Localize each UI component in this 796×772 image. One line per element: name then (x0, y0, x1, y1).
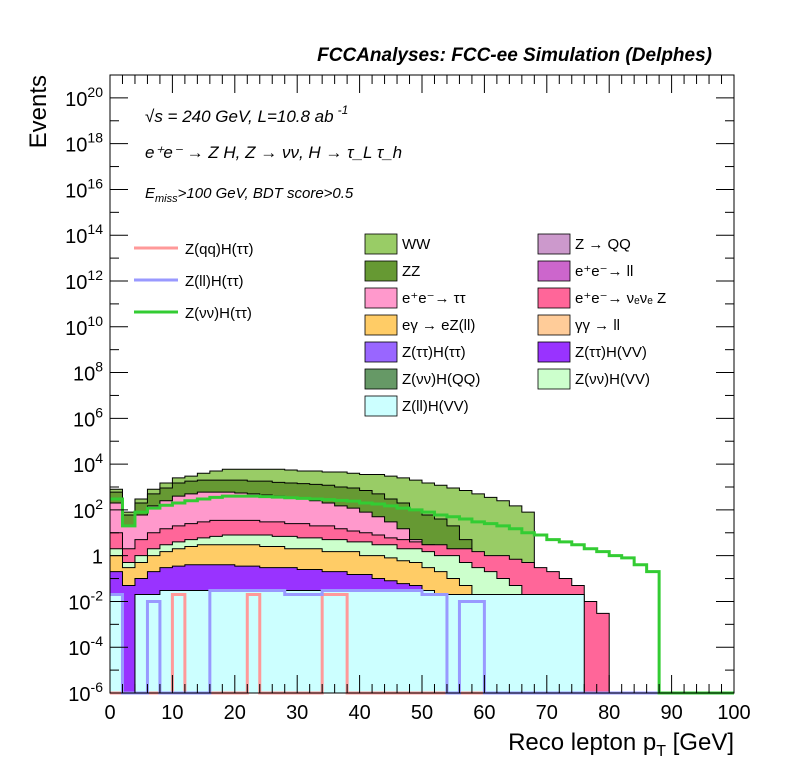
legend-bkg-swatch (364, 260, 398, 282)
annotation-process: e⁺e⁻ → Z H, Z → νν, H → τ_L τ_h (145, 143, 402, 162)
plot-header: FCCAnalyses: FCC-ee Simulation (Delphes) (317, 45, 712, 66)
legend-bkg-label: e⁺e⁻→ νₑνₑ Z (575, 290, 666, 307)
y-tick-label: 102 (73, 496, 103, 523)
legend-bkg-label: e⁺e⁻→ ττ (402, 290, 466, 307)
y-tick-label: 1010 (65, 313, 103, 340)
y-axis-title: Events (25, 75, 52, 148)
axis-ticks: 0 10 20 30 40 50 60 70 80 90 10010-610-410-2110210… (65, 74, 751, 724)
y-tick-label: 108 (73, 359, 103, 386)
x-tick-label: 70 (536, 702, 558, 724)
x-tick-label: 20 (224, 702, 246, 724)
legend-signal-label: Z(νν)H(ττ) (185, 305, 252, 322)
legend-bkg-label: Z → QQ (575, 236, 631, 253)
legend-bkg-label: ZZ (402, 263, 420, 280)
x-tick-label: 40 (348, 702, 370, 724)
y-tick-label: 1012 (65, 267, 103, 294)
y-tick-label: 10-2 (68, 587, 103, 614)
x-axis-title: Reco lepton pT [GeV] (508, 729, 734, 760)
legend-bkg-swatch (537, 341, 571, 363)
legend-bkg-label: Z(ττ)H(ττ) (402, 344, 466, 361)
x-tick-label: 10 (161, 702, 183, 724)
legend-bkg-swatch (364, 395, 398, 417)
x-tick-label: 100 (717, 702, 750, 724)
y-tick-label: 1 (92, 547, 103, 569)
x-tick-label: 60 (473, 702, 495, 724)
legend-bkg-swatch (364, 314, 398, 336)
y-tick-label: 104 (73, 450, 103, 477)
x-tick-label: 0 (104, 702, 115, 724)
legend: Z(qq)H(ττ) Z(ll)H(ττ) Z(νν)H(ττ) WW ZZ e⁺e⁻→ … (134, 233, 666, 417)
x-axis-title-unit: [GeV] (666, 729, 734, 756)
x-axis-title-sub: T (656, 743, 666, 760)
x-tick-label: 50 (411, 702, 433, 724)
signal-z-h- (110, 494, 734, 695)
y-tick-label: 1014 (65, 221, 103, 248)
y-tick-label: 10-6 (68, 679, 103, 706)
annotation-energy: √s = 240 GeV, L=10.8 ab -1 (145, 103, 348, 126)
annotation-cuts: Emiss>100 GeV, BDT score>0.5 (145, 185, 354, 205)
legend-bkg-label: Z(ll)H(VV) (402, 398, 469, 415)
legend-signal-label: Z(qq)H(ττ) (185, 241, 254, 258)
legend-bkg-label: eγ → eZ(ll) (402, 317, 475, 334)
legend-bkg-label: e⁺e⁻→ ll (575, 263, 633, 280)
y-tick-label: 1020 (65, 84, 103, 111)
x-tick-label: 30 (286, 702, 308, 724)
y-tick-label: 1018 (65, 130, 103, 157)
legend-bkg-swatch (537, 233, 571, 255)
x-tick-label: 90 (660, 702, 682, 724)
y-tick-label: 10-4 (68, 633, 103, 660)
legend-bkg-swatch (364, 287, 398, 309)
legend-bkg-swatch (537, 287, 571, 309)
legend-bkg-label: γγ → ll (575, 317, 620, 334)
legend-bkg-swatch (537, 314, 571, 336)
legend-bkg-swatch (537, 260, 571, 282)
legend-bkg-swatch (364, 368, 398, 390)
legend-bkg-label: Z(νν)H(QQ) (402, 371, 480, 388)
legend-bkg-label: Z(νν)H(VV) (575, 371, 650, 388)
x-tick-label: 80 (598, 702, 620, 724)
legend-signal-label: Z(ll)H(ττ) (185, 273, 244, 290)
y-tick-label: 1016 (65, 175, 103, 202)
legend-bkg-label: WW (402, 236, 431, 253)
legend-bkg-swatch (364, 341, 398, 363)
legend-bkg-label: Z(ττ)H(VV) (575, 344, 647, 361)
histogram-layer (109, 468, 734, 694)
x-axis-title-main: Reco lepton p (508, 729, 656, 756)
legend-bkg-swatch (364, 233, 398, 255)
y-tick-label: 106 (73, 404, 103, 431)
legend-bkg-swatch (537, 368, 571, 390)
